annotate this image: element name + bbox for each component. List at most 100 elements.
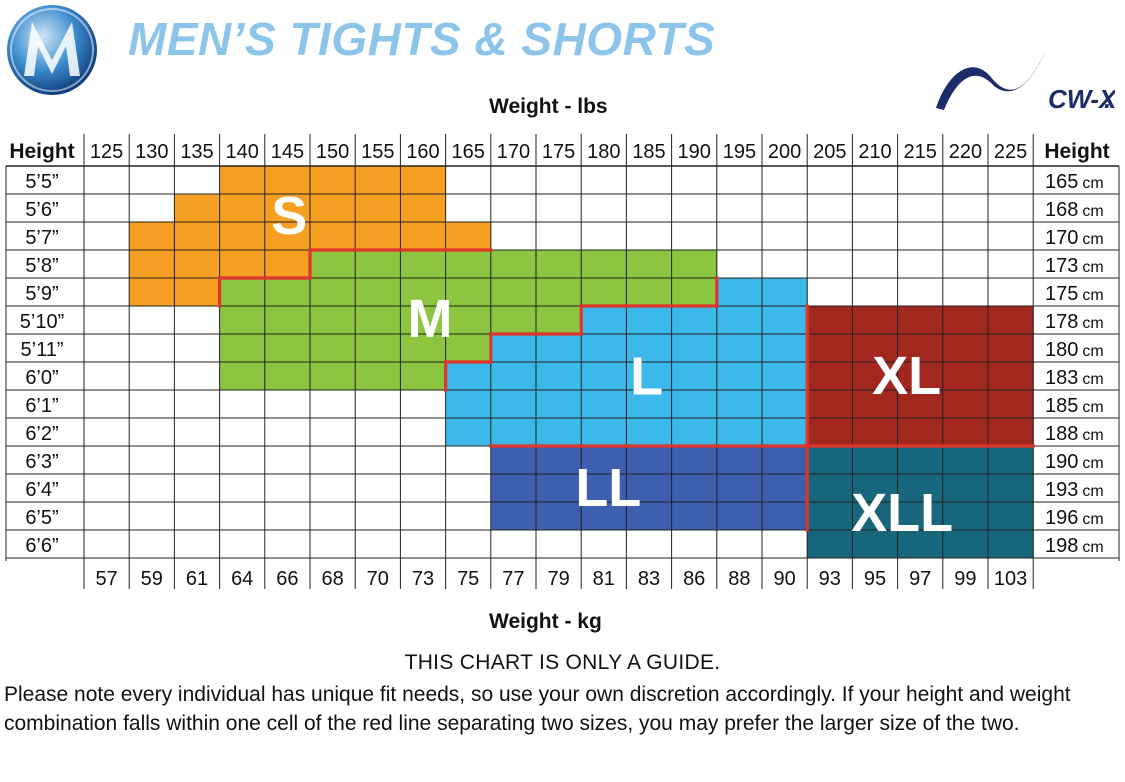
size-cell xyxy=(536,446,582,475)
size-cell xyxy=(897,530,944,559)
height-ft-label: 5’11” xyxy=(21,339,64,361)
size-cell xyxy=(988,334,1034,363)
size-cell xyxy=(762,390,808,419)
size-cell xyxy=(581,306,627,335)
kg-tick-label: 77 xyxy=(502,568,524,590)
size-cell xyxy=(852,390,899,419)
size-cell xyxy=(310,222,356,251)
fit-note: Please note every individual has unique … xyxy=(4,683,1071,735)
size-cell xyxy=(626,278,673,307)
size-cell xyxy=(310,250,356,279)
size-cell xyxy=(310,194,356,223)
cwx-swoosh-icon xyxy=(936,50,1046,110)
lbs-tick-label: 200 xyxy=(768,141,801,163)
lbs-tick-label: 155 xyxy=(361,141,394,163)
size-label-xll: XLL xyxy=(851,483,953,543)
size-cell xyxy=(671,250,718,279)
brand-dot: . xyxy=(1104,84,1111,114)
size-cell xyxy=(219,222,266,251)
m-globe-logo-icon xyxy=(7,5,97,95)
size-cell xyxy=(988,502,1034,531)
size-cell xyxy=(988,530,1034,559)
size-cell xyxy=(174,222,221,251)
height-cm-label: 188 cm xyxy=(1045,423,1104,445)
size-cell xyxy=(129,250,175,279)
lbs-tick-label: 190 xyxy=(678,141,711,163)
size-cell xyxy=(129,278,175,307)
size-cell xyxy=(445,334,492,363)
size-cell xyxy=(355,222,401,251)
size-cell xyxy=(626,390,673,419)
size-cell xyxy=(671,474,718,503)
size-cell xyxy=(988,306,1034,335)
size-cell xyxy=(355,306,401,335)
size-cell xyxy=(807,530,853,559)
height-cm-label: 168 cm xyxy=(1045,199,1104,221)
height-cm-label: 198 cm xyxy=(1045,535,1104,557)
kg-tick-label: 64 xyxy=(231,568,253,590)
size-cell xyxy=(174,194,221,223)
size-cell xyxy=(400,334,447,363)
size-cell xyxy=(762,502,808,531)
size-cell xyxy=(716,334,763,363)
size-cell xyxy=(671,278,718,307)
size-label-ll: LL xyxy=(575,458,641,518)
size-label-l: L xyxy=(630,347,663,407)
height-cm-label: 185 cm xyxy=(1045,395,1104,417)
kg-tick-label: 70 xyxy=(367,568,389,590)
size-cell xyxy=(536,250,582,279)
cm-unit: cm xyxy=(1082,259,1103,276)
size-cell xyxy=(807,334,853,363)
size-cell xyxy=(942,474,989,503)
size-cell xyxy=(942,502,989,531)
size-cell xyxy=(942,390,989,419)
cm-unit: cm xyxy=(1082,483,1103,500)
kg-tick-label: 59 xyxy=(141,568,163,590)
size-chart-grid: Height Height 125 130 135 140 145 150 155 160 165 1… xyxy=(5,134,1120,590)
size-cell xyxy=(490,390,537,419)
size-cell xyxy=(400,278,447,307)
size-cell xyxy=(716,474,763,503)
size-cell xyxy=(897,502,944,531)
size-cell xyxy=(942,418,989,447)
size-label-m: M xyxy=(407,289,452,349)
size-cell xyxy=(581,502,627,531)
lbs-tick-label: 140 xyxy=(226,141,259,163)
size-cell xyxy=(762,446,808,475)
lbs-tick-label: 210 xyxy=(858,141,891,163)
kg-tick-label: 68 xyxy=(321,568,343,590)
size-cell xyxy=(626,474,673,503)
size-cell xyxy=(988,362,1034,391)
kg-tick-label: 99 xyxy=(954,568,976,590)
kg-tick-label: 57 xyxy=(95,568,117,590)
size-cell xyxy=(716,390,763,419)
size-cell xyxy=(716,362,763,391)
size-cell xyxy=(897,306,944,335)
size-cell xyxy=(219,334,266,363)
lbs-tick-label: 130 xyxy=(135,141,168,163)
kg-tick-label: 75 xyxy=(457,568,479,590)
size-cell xyxy=(626,250,673,279)
cm-unit: cm xyxy=(1082,511,1103,528)
size-cell xyxy=(536,362,582,391)
size-label-xl: XL xyxy=(872,346,941,406)
size-cell xyxy=(897,334,944,363)
size-cell xyxy=(807,502,853,531)
size-cell xyxy=(988,390,1034,419)
kg-tick-label: 97 xyxy=(909,568,931,590)
size-cell xyxy=(716,418,763,447)
kg-tick-label: 79 xyxy=(547,568,569,590)
size-cell xyxy=(355,362,401,391)
size-cell xyxy=(626,446,673,475)
size-cell xyxy=(355,166,401,195)
size-cell xyxy=(400,250,447,279)
weight-lbs-label: Weight - lbs xyxy=(489,95,608,118)
size-cell xyxy=(355,278,401,307)
size-cell xyxy=(897,362,944,391)
size-cell xyxy=(355,250,401,279)
size-cell xyxy=(400,362,447,391)
size-cell xyxy=(807,418,853,447)
size-cell xyxy=(807,390,853,419)
height-cm-label: 193 cm xyxy=(1045,479,1104,501)
size-cell xyxy=(536,306,582,335)
